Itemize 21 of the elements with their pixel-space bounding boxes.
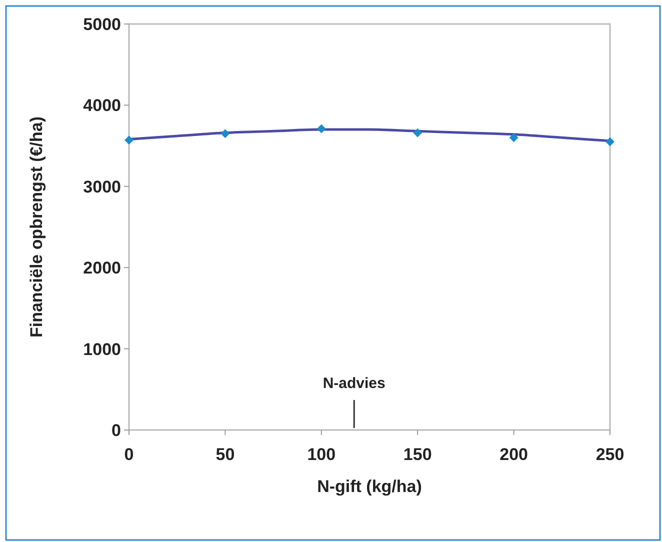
x-axis-title: N-gift (kg/ha) [317,477,422,496]
point [124,136,134,145]
x-tick-label: 50 [216,445,235,464]
y-axis-title: Financiële opbrengst (€/ha) [27,116,46,338]
ref-line-label: N-advies [322,375,386,392]
y-tick-label: 1000 [83,340,121,359]
x-tick-label: 100 [307,445,336,464]
point [413,128,422,138]
y-tick-label: 2000 [83,258,121,278]
point [606,137,614,146]
point [220,129,230,138]
x-tick-label: 0 [124,445,134,464]
y-tick-label: 5000 [83,14,121,34]
x-tick-label: 250 [596,445,624,464]
y-tick-label: 4000 [83,96,121,116]
y-tick-label: 3000 [83,177,121,196]
x-tick-label: 200 [500,445,528,464]
y-tick-label: 0 [112,420,121,440]
point [316,124,326,134]
x-tick-label: 150 [403,445,432,464]
point [509,133,518,142]
